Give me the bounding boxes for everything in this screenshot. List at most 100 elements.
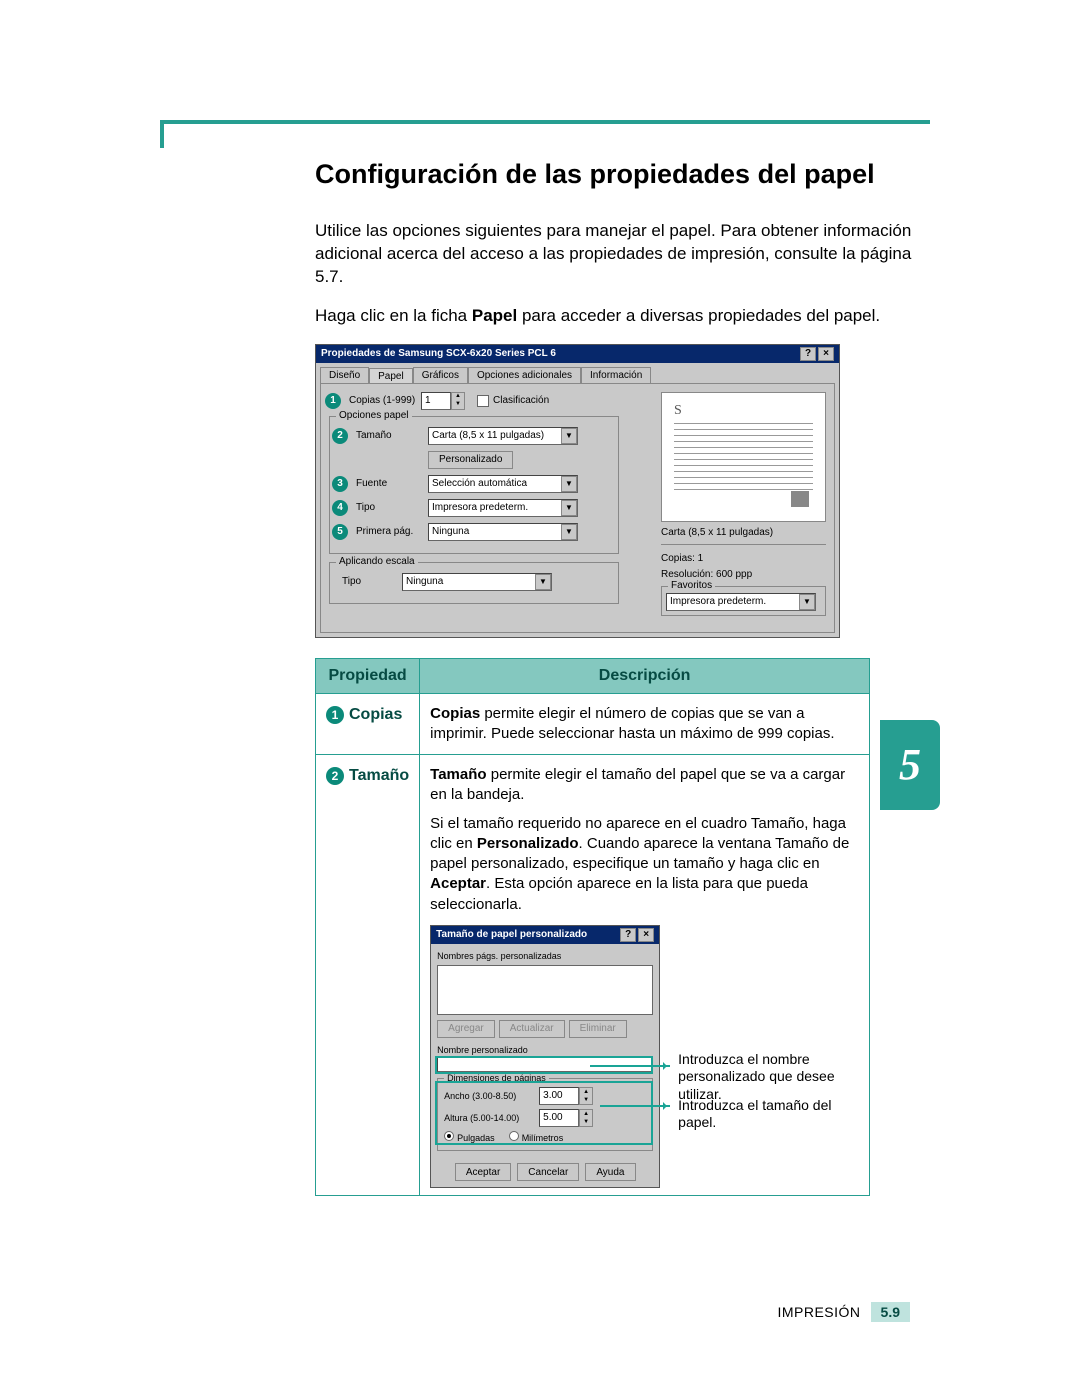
circ-num-2: 2 bbox=[326, 767, 344, 785]
mm-option[interactable]: Milímetros bbox=[509, 1131, 564, 1144]
paper-options-fieldset: Opciones papel 2 Tamaño Carta (8,5 x 11 … bbox=[329, 416, 619, 554]
intro2-bold: Papel bbox=[472, 306, 517, 325]
source-select[interactable]: Selección automática ▼ bbox=[428, 475, 578, 493]
chapter-number: 5 bbox=[880, 720, 940, 810]
copies-label: Copias (1-999) bbox=[349, 395, 421, 406]
size-value: Carta (8,5 x 11 pulgadas) bbox=[432, 430, 544, 441]
favorites-fieldset: Favoritos Impresora predeterm. ▼ bbox=[661, 586, 826, 616]
size-row: 2 Tamaño Carta (8,5 x 11 pulgadas) ▼ bbox=[336, 427, 612, 445]
page-title: Configuración de las propiedades del pap… bbox=[315, 158, 930, 192]
badge-3: 3 bbox=[332, 476, 348, 492]
row2-p1-bold: Tamaño bbox=[430, 766, 486, 783]
inches-label: Pulgadas bbox=[457, 1133, 495, 1143]
classification-checkbox[interactable] bbox=[477, 395, 489, 407]
scale-legend: Aplicando escala bbox=[336, 556, 418, 567]
width-input[interactable]: 3.00 bbox=[539, 1087, 579, 1105]
row2-p2-b2: Aceptar bbox=[430, 875, 486, 892]
table-row: 1Copias Copias permite elegir el número … bbox=[316, 693, 870, 755]
tab-graficos[interactable]: Gráficos bbox=[413, 367, 468, 383]
status-resolution: Resolución: 600 ppp bbox=[661, 569, 826, 580]
height-spinner[interactable]: ▲▼ bbox=[579, 1109, 593, 1127]
add-button[interactable]: Agregar bbox=[437, 1020, 495, 1038]
firstpage-value: Ninguna bbox=[432, 526, 469, 537]
row2-name: Tamaño bbox=[349, 767, 409, 784]
copies-input[interactable]: 1 bbox=[421, 392, 451, 410]
custom-paper-dialog: Tamaño de papel personalizado ? × Nombre… bbox=[430, 925, 660, 1188]
chevron-down-icon: ▼ bbox=[561, 500, 577, 516]
copies-row: 1 Copias (1-999) 1 ▲▼ Clasificación bbox=[329, 392, 619, 410]
copies-spinner[interactable]: ▲▼ bbox=[451, 392, 465, 410]
custom-names-list[interactable] bbox=[437, 965, 653, 1015]
help-icon[interactable]: ? bbox=[620, 928, 636, 942]
preview-page: S bbox=[661, 392, 826, 522]
close-icon[interactable]: × bbox=[638, 928, 654, 942]
type-select[interactable]: Impresora predeterm. ▼ bbox=[428, 499, 578, 517]
prop-desc-tamano: Tamaño permite elegir el tamaño del pape… bbox=[420, 755, 870, 1196]
scale-type-label: Tipo bbox=[342, 576, 402, 587]
row1-name: Copias bbox=[349, 706, 402, 723]
ok-button[interactable]: Aceptar bbox=[455, 1163, 511, 1181]
dialog2-wrapper: Tamaño de papel personalizado ? × Nombre… bbox=[430, 925, 859, 1185]
tab-informacion[interactable]: Información bbox=[581, 367, 651, 383]
inches-option[interactable]: Pulgadas bbox=[444, 1131, 495, 1144]
preview-s-letter: S bbox=[674, 403, 682, 418]
firstpage-select[interactable]: Ninguna ▼ bbox=[428, 523, 578, 541]
intro-para-2: Haga clic en la ficha Papel para acceder… bbox=[315, 305, 930, 328]
chevron-down-icon: ▼ bbox=[561, 524, 577, 540]
tab-body: 1 Copias (1-999) 1 ▲▼ Clasificación Opci… bbox=[320, 383, 835, 633]
cancel-button[interactable]: Cancelar bbox=[517, 1163, 579, 1181]
dialog2-titlebar: Tamaño de papel personalizado ? × bbox=[431, 926, 659, 944]
radio-icon bbox=[509, 1131, 519, 1141]
favorites-legend: Favoritos bbox=[668, 580, 715, 591]
badge-2: 2 bbox=[332, 428, 348, 444]
preview-pane: S Carta (8,5 x 11 pulgadas) Copias: 1 Re… bbox=[661, 392, 826, 616]
table-header-row: Propiedad Descripción bbox=[316, 658, 870, 693]
content-column: Configuración de las propiedades del pap… bbox=[160, 148, 930, 1196]
dialog2-bottom-buttons: Aceptar Cancelar Ayuda bbox=[431, 1157, 659, 1187]
chevron-down-icon: ▼ bbox=[561, 428, 577, 444]
row1-rest: permite elegir el número de copias que s… bbox=[430, 705, 834, 742]
height-label: Altura (5.00-14.00) bbox=[444, 1112, 539, 1124]
footer-label: IMPRESIÓN bbox=[777, 1304, 860, 1320]
dialog2-body: Nombres págs. personalizadas Agregar Act… bbox=[431, 944, 659, 1157]
type-label: Tipo bbox=[356, 502, 428, 513]
width-spinner[interactable]: ▲▼ bbox=[579, 1087, 593, 1105]
preview-image-placeholder bbox=[791, 491, 809, 507]
size-select[interactable]: Carta (8,5 x 11 pulgadas) ▼ bbox=[428, 427, 578, 445]
help-icon[interactable]: ? bbox=[800, 347, 816, 361]
badge-5: 5 bbox=[332, 524, 348, 540]
custom-button[interactable]: Personalizado bbox=[428, 451, 513, 469]
source-row: 3 Fuente Selección automática ▼ bbox=[336, 475, 612, 493]
circ-num-1: 1 bbox=[326, 706, 344, 724]
remove-button[interactable]: Eliminar bbox=[569, 1020, 627, 1038]
scale-type-select[interactable]: Ninguna ▼ bbox=[402, 573, 552, 591]
callout-1: Introduzca el nombre personalizado que d… bbox=[678, 1051, 848, 1104]
scale-type-row: Tipo Ninguna ▼ bbox=[336, 573, 612, 591]
printer-properties-dialog: Propiedades de Samsung SCX-6x20 Series P… bbox=[315, 344, 840, 638]
tab-papel[interactable]: Papel bbox=[369, 368, 413, 384]
source-value: Selección automática bbox=[432, 478, 527, 489]
chevron-down-icon: ▼ bbox=[535, 574, 551, 590]
help-button[interactable]: Ayuda bbox=[585, 1163, 635, 1181]
scale-type-value: Ninguna bbox=[406, 576, 443, 587]
tab-opciones[interactable]: Opciones adicionales bbox=[468, 367, 581, 383]
height-row: Altura (5.00-14.00) 5.00 ▲▼ bbox=[444, 1109, 646, 1127]
type-row: 4 Tipo Impresora predeterm. ▼ bbox=[336, 499, 612, 517]
row2-p1-rest: permite elegir el tamaño del papel que s… bbox=[430, 766, 845, 803]
dimensions-legend: Dimensiones de páginas bbox=[444, 1072, 549, 1084]
classification-label: Clasificación bbox=[493, 395, 549, 406]
callout-2: Introduzca el tamaño del papel. bbox=[678, 1097, 848, 1132]
close-icon[interactable]: × bbox=[818, 347, 834, 361]
left-column: 1 Copias (1-999) 1 ▲▼ Clasificación Opci… bbox=[329, 392, 619, 604]
chapter-tab: 5 bbox=[880, 720, 940, 810]
custom-name-label: Nombre personalizado bbox=[437, 1044, 653, 1056]
table-row: 2 Tamaño Tamaño permite elegir el tamaño … bbox=[316, 755, 870, 1196]
row2-p2-b1: Personalizado bbox=[477, 835, 579, 852]
status-copies: Copias: 1 bbox=[661, 553, 826, 564]
height-input[interactable]: 5.00 bbox=[539, 1109, 579, 1127]
update-button[interactable]: Actualizar bbox=[499, 1020, 565, 1038]
footer-pagenum: 5.9 bbox=[871, 1302, 910, 1322]
tab-diseno[interactable]: Diseño bbox=[320, 367, 369, 383]
chevron-down-icon: ▼ bbox=[561, 476, 577, 492]
favorites-select[interactable]: Impresora predeterm. ▼ bbox=[666, 593, 816, 611]
